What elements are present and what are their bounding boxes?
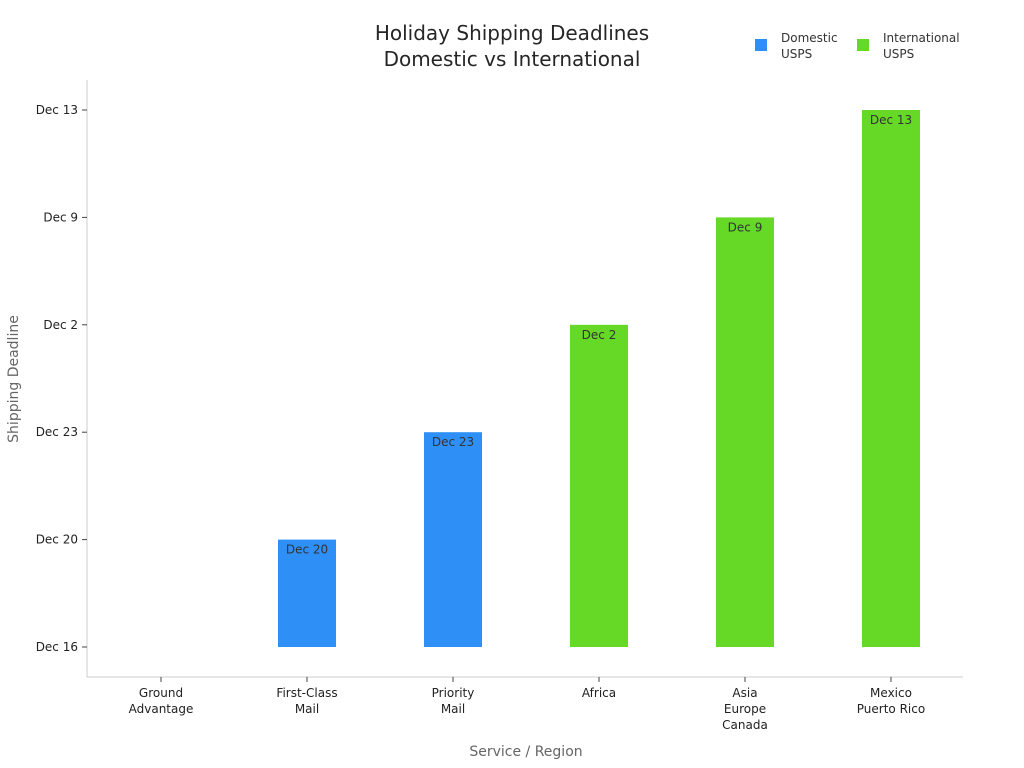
legend-swatch bbox=[857, 39, 869, 51]
bar-value-label: Dec 13 bbox=[870, 113, 912, 127]
bar-value-label: Dec 2 bbox=[582, 328, 617, 342]
y-tick-label: Dec 13 bbox=[36, 103, 78, 117]
y-tick-label: Dec 20 bbox=[36, 533, 78, 547]
x-axis-ticks: Ground Advantage First-Class Mail Priority Ma… bbox=[129, 677, 925, 732]
y-tick-label: Dec 23 bbox=[36, 425, 78, 439]
bar-value-label: Dec 9 bbox=[728, 220, 763, 234]
x-tick-label: Mexico Puerto Rico bbox=[857, 686, 925, 716]
y-axis-title: Shipping Deadline bbox=[6, 315, 22, 443]
chart-title-line-2: Domestic vs International bbox=[384, 47, 641, 71]
x-axis-title: Service / Region bbox=[469, 744, 582, 760]
y-tick-label: Dec 16 bbox=[36, 640, 78, 654]
chart-title-line-1: Holiday Shipping Deadlines bbox=[375, 21, 649, 45]
bar bbox=[570, 324, 628, 647]
x-tick-label: Priority Mail bbox=[432, 686, 475, 716]
x-tick-label: Africa bbox=[582, 686, 616, 700]
bar bbox=[716, 217, 774, 647]
legend: Domestic USPS International USPS bbox=[755, 31, 960, 61]
y-axis-ticks: Dec 16 Dec 20 Dec 23 Dec 2 Dec 9 Dec 13 bbox=[36, 103, 87, 654]
y-tick-label: Dec 9 bbox=[43, 210, 78, 224]
legend-swatch bbox=[755, 39, 767, 51]
legend-label: International USPS bbox=[883, 31, 960, 61]
bar-value-label: Dec 23 bbox=[432, 435, 474, 449]
x-tick-label: First-Class Mail bbox=[276, 686, 337, 716]
legend-label: Domestic USPS bbox=[781, 31, 838, 61]
x-tick-label: Ground Advantage bbox=[129, 686, 194, 716]
bars: Dec 20 Dec 23 Dec 2 Dec 9 Dec 13 bbox=[278, 110, 920, 647]
chart-title: Holiday Shipping Deadlines Domestic vs I… bbox=[375, 21, 649, 71]
bar bbox=[424, 432, 482, 647]
bar-value-label: Dec 20 bbox=[286, 543, 328, 557]
x-tick-label: Asia Europe Canada bbox=[722, 686, 768, 732]
y-tick-label: Dec 2 bbox=[43, 318, 78, 332]
bar bbox=[862, 110, 920, 647]
bar bbox=[278, 539, 336, 647]
